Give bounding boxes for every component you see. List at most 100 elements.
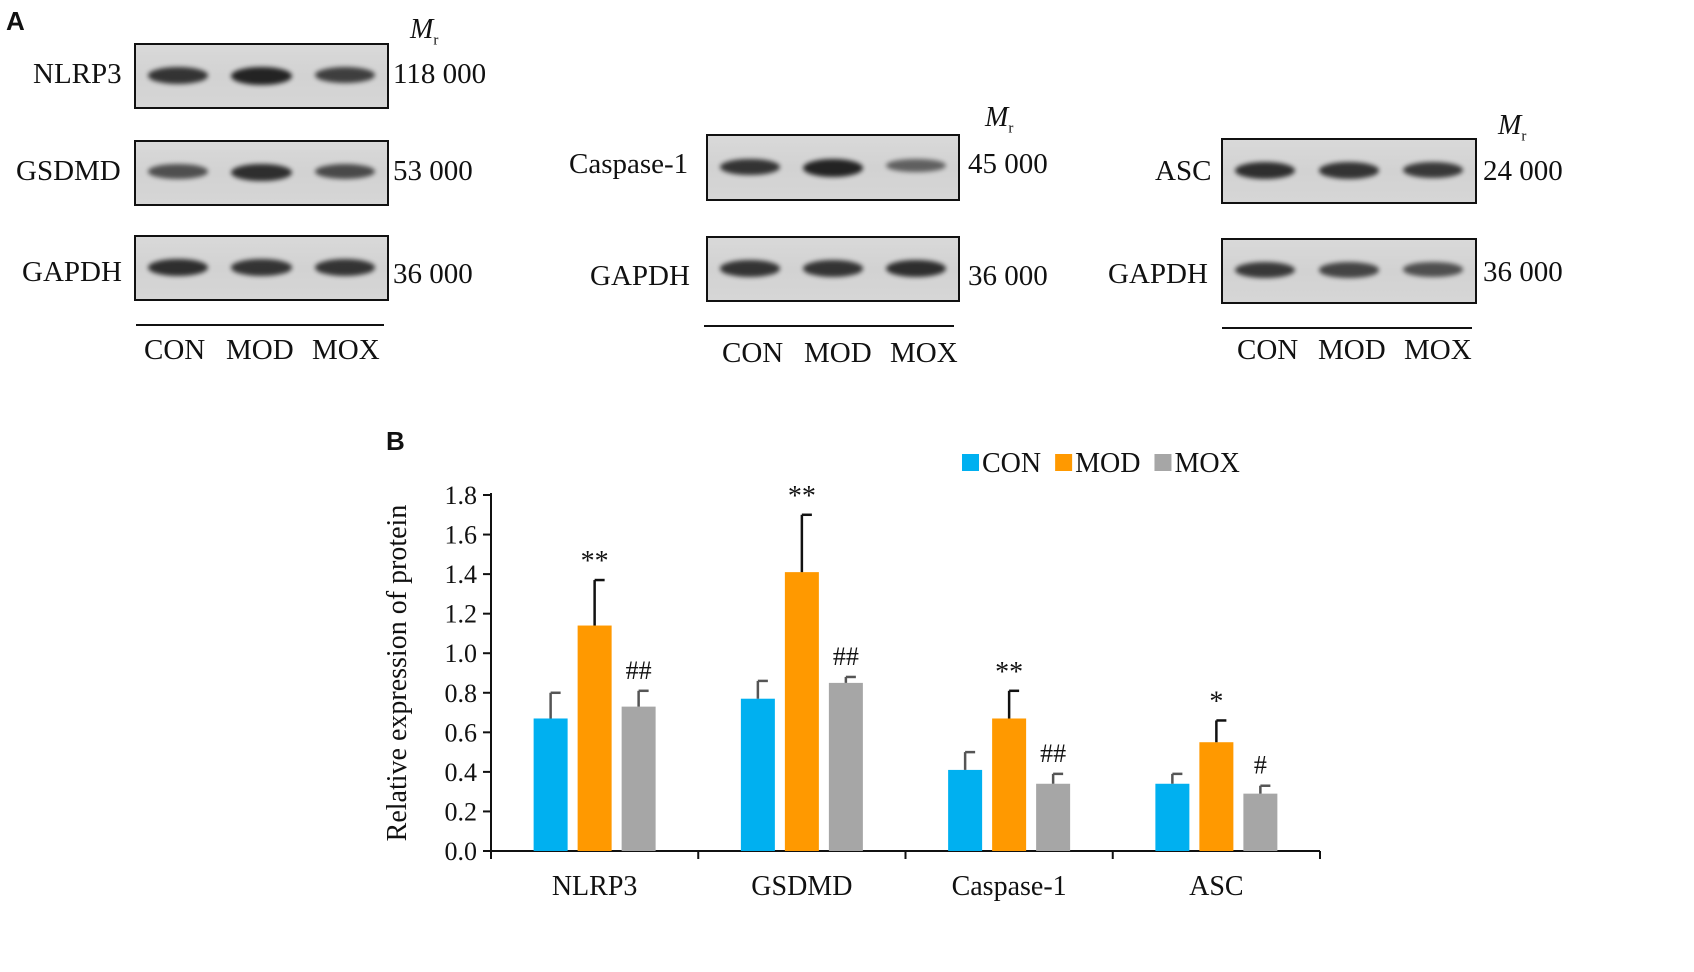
blot-band (886, 260, 947, 278)
legend-label: MOD (1075, 448, 1140, 479)
x-tick-label: ASC (1189, 871, 1243, 902)
blot-label-gapdh-2: GAPDH (590, 260, 690, 292)
blot-label-asc: ASC (1155, 155, 1212, 187)
significance-mark: ## (833, 642, 859, 671)
mw-gsdmd: 53 000 (393, 155, 473, 187)
bar (740, 698, 775, 851)
legend-swatch (962, 454, 979, 471)
blot-band (231, 164, 292, 182)
blot-band (886, 158, 947, 173)
bar (828, 682, 863, 851)
blot-asc (1221, 138, 1477, 204)
y-tick-label: 0.8 (445, 679, 478, 708)
y-tick-label: 1.6 (445, 521, 478, 550)
significance-mark: ** (995, 657, 1023, 688)
blot-gapdh-3 (1221, 238, 1477, 304)
lane-label-mod-1: MOD (226, 334, 294, 366)
y-tick-label: 0.4 (445, 758, 478, 787)
bar (621, 706, 656, 851)
bar (784, 572, 819, 851)
mr-header-1: Mr (410, 14, 439, 49)
blot-band (1234, 262, 1296, 279)
blot-caspase-1 (706, 134, 960, 201)
lane-label-mox-2: MOX (890, 337, 958, 369)
mr-header-3: Mr (1498, 110, 1527, 145)
blot-band (719, 158, 780, 176)
lane-label-mod-2: MOD (804, 337, 872, 369)
y-tick-label: 0.6 (445, 718, 478, 747)
mw-gapdh-2: 36 000 (968, 260, 1048, 292)
blot-band (315, 259, 376, 276)
mw-asc: 24 000 (1483, 155, 1563, 187)
y-tick-label: 0.2 (445, 797, 478, 826)
lane-line-1 (136, 324, 384, 326)
blot-band (147, 259, 208, 277)
bar (577, 625, 612, 851)
blot-label-caspase-1: Caspase-1 (569, 148, 689, 180)
panel-a-letter: A (6, 6, 25, 36)
blot-band (803, 158, 863, 177)
bar (1036, 783, 1071, 851)
lane-label-mod-3: MOD (1318, 334, 1386, 366)
blot-gapdh-2 (706, 236, 960, 302)
significance-mark: ** (581, 546, 609, 577)
blot-label-gsdmd: GSDMD (16, 155, 121, 187)
bar (1199, 742, 1234, 851)
mw-gapdh-3: 36 000 (1483, 256, 1563, 288)
significance-mark: * (1209, 686, 1223, 717)
blot-band (315, 164, 376, 180)
lane-line-2 (704, 325, 954, 327)
blot-band (231, 259, 292, 276)
bar (948, 769, 983, 851)
lane-line-3 (1222, 327, 1472, 329)
legend-swatch (1154, 454, 1172, 471)
legend-swatch (1055, 454, 1073, 471)
mr-header-2: Mr (985, 102, 1014, 137)
mw-caspase-1: 45 000 (968, 148, 1048, 180)
x-tick-label: NLRP3 (552, 871, 638, 902)
blot-label-nlrp3: NLRP3 (33, 58, 122, 90)
bar (1155, 783, 1190, 851)
y-tick-label: 1.4 (445, 560, 478, 589)
panel-b-letter: B (386, 426, 405, 456)
blot-band (1318, 262, 1380, 278)
x-tick-label: GSDMD (751, 871, 852, 902)
blot-label-gapdh-3: GAPDH (1108, 258, 1208, 290)
lane-label-con-2: CON (722, 337, 784, 369)
blot-band (315, 67, 376, 83)
blot-label-gapdh-1: GAPDH (22, 256, 122, 288)
lane-label-mox-1: MOX (312, 334, 380, 366)
significance-mark: ## (626, 656, 652, 685)
significance-mark: # (1254, 751, 1267, 780)
y-tick-label: 1.8 (445, 481, 478, 510)
bar (533, 718, 568, 851)
blot-gsdmd (134, 140, 389, 206)
lane-label-mox-3: MOX (1404, 334, 1472, 366)
lane-label-con-3: CON (1237, 334, 1299, 366)
y-axis-label: Relative expression of protein (382, 505, 413, 842)
significance-mark: ** (788, 481, 816, 512)
blot-band (147, 67, 208, 84)
lane-label-con-1: CON (144, 334, 206, 366)
bar (1243, 793, 1278, 851)
y-tick-label: 1.2 (445, 600, 478, 629)
blot-band (147, 164, 208, 179)
blot-nlrp3 (134, 43, 389, 109)
y-tick-label: 1.0 (445, 639, 478, 668)
blot-band (1402, 262, 1464, 277)
legend-label: MOX (1174, 448, 1239, 479)
x-tick-label: Caspase-1 (952, 871, 1067, 902)
blot-gapdh-1 (134, 235, 389, 301)
mw-gapdh-1: 36 000 (393, 258, 473, 290)
blot-band (1402, 162, 1464, 179)
blot-band (231, 67, 292, 85)
blot-band (803, 260, 863, 277)
significance-mark: ## (1040, 739, 1066, 768)
bar (992, 718, 1027, 851)
y-tick-label: 0.0 (445, 837, 478, 866)
legend-label: CON (982, 448, 1041, 479)
blot-band (719, 260, 780, 277)
blot-band (1318, 162, 1380, 179)
mw-nlrp3: 118 000 (393, 58, 487, 90)
